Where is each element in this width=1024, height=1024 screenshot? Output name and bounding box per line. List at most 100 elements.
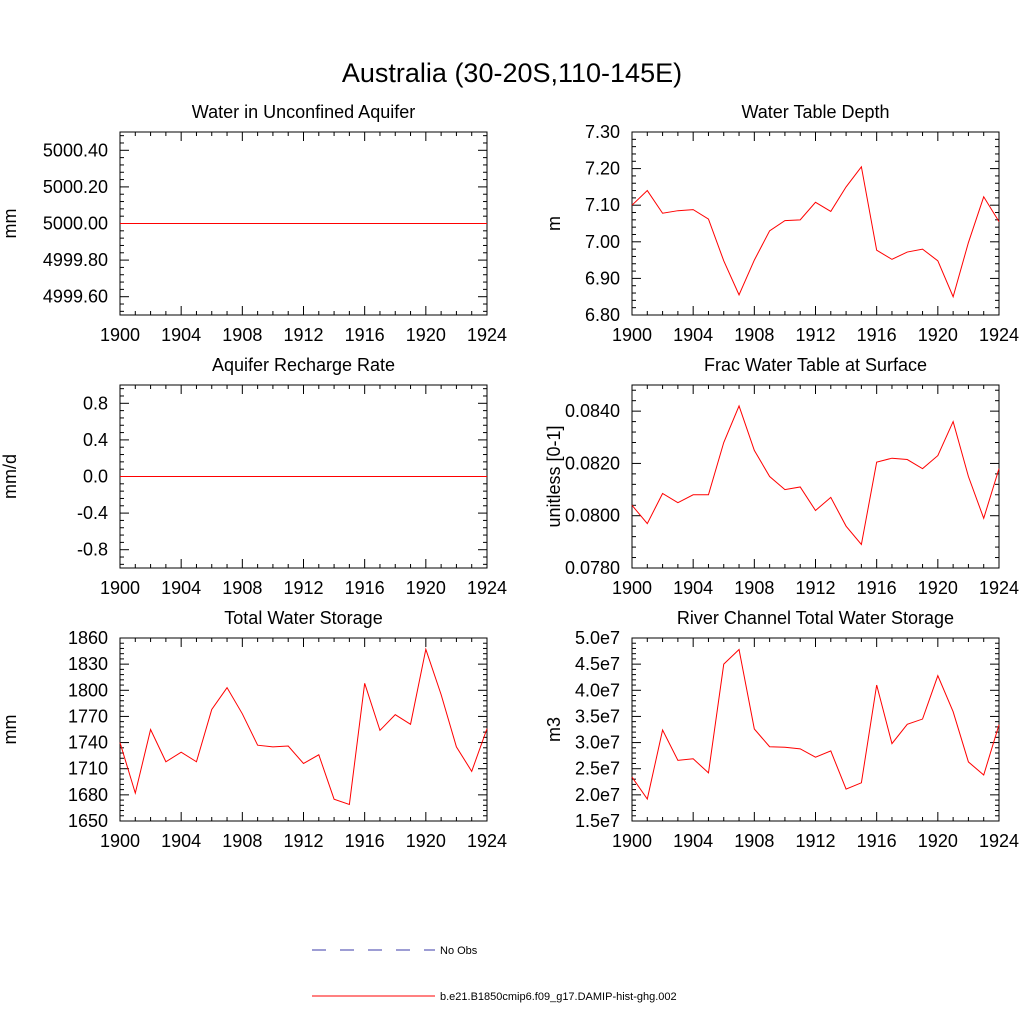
x-tick-label: 1924 (979, 831, 1019, 851)
x-tick-label: 1904 (161, 325, 201, 345)
y-tick-label: 7.20 (585, 159, 620, 179)
y-tick-label: 5000.40 (43, 140, 108, 160)
x-tick-label: 1908 (222, 578, 262, 598)
y-tick-label: 0.0800 (565, 506, 620, 526)
x-tick-label: 1920 (406, 325, 446, 345)
x-tick-label: 1924 (467, 325, 507, 345)
y-tick-label: 5.0e7 (575, 628, 620, 648)
series-line-water-table-depth (631, 165, 1000, 299)
legend-label-no-obs: No Obs (440, 945, 478, 957)
x-tick-label: 1920 (918, 325, 958, 345)
y-tick-label: 1710 (68, 759, 108, 779)
y-tick-label: 1800 (68, 680, 108, 700)
y-tick-label: 0.0820 (565, 453, 620, 473)
panel-water-in-unconfined-aquifer: Water in Unconfined Aquifer 1900 1904 1908 1… (0, 102, 507, 345)
x-tick-label: 1908 (734, 831, 774, 851)
x-tick-label: 1904 (161, 578, 201, 598)
y-tick-label: 1.5e7 (575, 811, 620, 831)
panel-title-water-table-depth: Water Table Depth (741, 102, 889, 122)
y-tick-label: 2.0e7 (575, 785, 620, 805)
x-tick-label: 1904 (673, 578, 713, 598)
x-tick-label: 1900 (100, 831, 140, 851)
x-tick-label: 1900 (100, 325, 140, 345)
y-tick-label: 4.0e7 (575, 680, 620, 700)
y-tick-label: 7.00 (585, 232, 620, 252)
y-tick-label: 1830 (68, 654, 108, 674)
panel-water-table-depth: Water Table Depth 1900 1904 1908 1912 1916 192… (544, 102, 1019, 345)
panel-title-river-channel-total-water-storage: River Channel Total Water Storage (677, 608, 954, 628)
x-tick-label: 1924 (979, 325, 1019, 345)
x-tick-label: 1904 (161, 831, 201, 851)
y-tick-label: 0.8 (83, 393, 108, 413)
x-tick-label: 1912 (795, 578, 835, 598)
panel-frac-water-table-at-surface: Frac Water Table at Surface 1900 1904 1908 1… (544, 355, 1019, 598)
x-tick-label: 1924 (979, 578, 1019, 598)
y-tick-label: -0.8 (77, 540, 108, 560)
y-axis-label-aquifer-recharge-rate: mm/d (0, 454, 20, 499)
x-tick-label: 1924 (467, 578, 507, 598)
y-tick-label: 2.5e7 (575, 759, 620, 779)
y-tick-label: 1740 (68, 733, 108, 753)
panel-aquifer-recharge-rate: Aquifer Recharge Rate 1900 1904 1908 1912 191… (0, 355, 507, 598)
x-tick-label: 1904 (673, 831, 713, 851)
x-tick-label: 1908 (222, 831, 262, 851)
x-tick-label: 1916 (345, 325, 385, 345)
panels-grid: Water in Unconfined Aquifer 1900 1904 1908 1… (0, 102, 1019, 851)
panel-title-total-water-storage: Total Water Storage (224, 608, 382, 628)
x-tick-label: 1912 (795, 831, 835, 851)
panel-total-water-storage: Total Water Storage 1900 1904 1908 1912 1916 1… (0, 608, 507, 851)
y-axis-label-water-in-unconfined-aquifer: mm (0, 209, 20, 239)
y-tick-label: 1650 (68, 811, 108, 831)
x-tick-label: 1900 (100, 578, 140, 598)
y-tick-label: 6.90 (585, 268, 620, 288)
legend-label-model: b.e21.B1850cmip6.f09_g17.DAMIP-hist-ghg.… (440, 991, 677, 1003)
x-tick-label: 1920 (406, 831, 446, 851)
x-tick-label: 1920 (918, 831, 958, 851)
x-tick-label: 1924 (467, 831, 507, 851)
y-tick-label: 4.5e7 (575, 654, 620, 674)
x-tick-label: 1904 (673, 325, 713, 345)
x-tick-label: 1908 (222, 325, 262, 345)
y-tick-label: 7.30 (585, 122, 620, 142)
y-tick-label: 4999.80 (43, 250, 108, 270)
y-tick-label: 4999.60 (43, 287, 108, 307)
y-tick-label: 5000.20 (43, 177, 108, 197)
panel-river-channel-total-water-storage: River Channel Total Water Storage 1900 190… (544, 608, 1019, 851)
y-tick-label: 0.4 (83, 430, 108, 450)
x-tick-label: 1912 (283, 578, 323, 598)
legend: No Obs b.e21.B1850cmip6.f09_g17.DAMIP-hi… (312, 945, 677, 1003)
y-tick-label: 3.5e7 (575, 706, 620, 726)
x-tick-label: 1908 (734, 578, 774, 598)
x-tick-label: 1912 (283, 325, 323, 345)
series-line-frac-water-table-at-surface (631, 404, 1000, 546)
series-line-total-water-storage (119, 647, 488, 806)
x-tick-label: 1920 (918, 578, 958, 598)
y-tick-label: 1680 (68, 785, 108, 805)
x-tick-label: 1916 (345, 578, 385, 598)
y-tick-label: 3.0e7 (575, 733, 620, 753)
y-tick-label: 7.10 (585, 195, 620, 215)
x-tick-label: 1900 (612, 831, 652, 851)
y-tick-label: 1770 (68, 706, 108, 726)
panel-title-water-in-unconfined-aquifer: Water in Unconfined Aquifer (192, 102, 415, 122)
y-tick-label: 0.0780 (565, 558, 620, 578)
figure-title: Australia (30-20S,110-145E) (342, 58, 682, 88)
x-tick-label: 1916 (345, 831, 385, 851)
x-tick-label: 1912 (795, 325, 835, 345)
x-tick-label: 1900 (612, 325, 652, 345)
y-tick-label: 0.0840 (565, 401, 620, 421)
x-tick-label: 1912 (283, 831, 323, 851)
y-tick-label: 1860 (68, 628, 108, 648)
panel-title-frac-water-table-at-surface: Frac Water Table at Surface (704, 355, 927, 375)
x-tick-label: 1908 (734, 325, 774, 345)
y-axis-label-frac-water-table-at-surface: unitless [0-1] (544, 425, 564, 527)
y-tick-label: 6.80 (585, 305, 620, 325)
panel-title-aquifer-recharge-rate: Aquifer Recharge Rate (212, 355, 395, 375)
y-tick-label: 5000.00 (43, 214, 108, 234)
y-tick-label: 0.0 (83, 467, 108, 487)
x-tick-label: 1916 (857, 578, 897, 598)
y-axis-label-river-channel-total-water-storage: m3 (544, 717, 564, 742)
x-tick-label: 1916 (857, 325, 897, 345)
